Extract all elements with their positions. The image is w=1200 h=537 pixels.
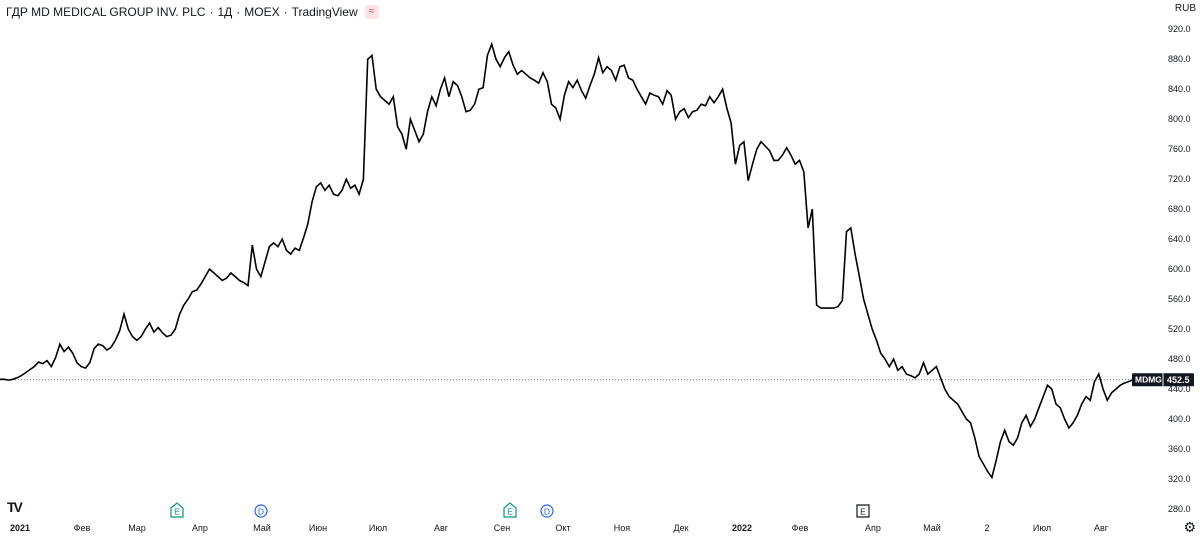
- y-tick-label: 840.0: [1168, 84, 1191, 94]
- interval-label[interactable]: 1Д: [217, 5, 233, 19]
- x-tick-label: Апр: [192, 523, 208, 533]
- x-tick-label: Июл: [369, 523, 387, 533]
- dividend-marker-circle: [254, 504, 268, 518]
- y-tick-label: 800.0: [1168, 114, 1191, 124]
- dividend-marker[interactable]: D: [254, 504, 268, 518]
- earnings-marker-shape: [503, 502, 517, 518]
- x-tick-label: Фев: [792, 523, 809, 533]
- earnings-marker[interactable]: E: [503, 502, 517, 518]
- y-tick-label: 640.0: [1168, 234, 1191, 244]
- y-tick-label: 280.0: [1168, 504, 1191, 514]
- separator: ·: [209, 5, 214, 19]
- y-tick-label: 400.0: [1168, 414, 1191, 424]
- x-tick-label: Авг: [434, 523, 449, 533]
- x-tick-label: Ноя: [614, 523, 631, 533]
- earnings-marker[interactable]: E: [170, 502, 184, 518]
- chart-header: ГДР MD MEDICAL GROUP INV. PLC · 1Д · MOE…: [6, 5, 379, 19]
- symbol-name[interactable]: ГДР MD MEDICAL GROUP INV. PLC: [6, 5, 206, 19]
- last-price-ticker: MDMG: [1135, 375, 1162, 385]
- dividend-marker-label: D: [258, 507, 264, 517]
- x-tick-label: 2: [984, 523, 989, 533]
- dividend-marker[interactable]: D: [540, 504, 554, 518]
- y-tick-label: 320.0: [1168, 474, 1191, 484]
- x-tick-label: Фев: [74, 523, 91, 533]
- tradingview-logo[interactable]: TV: [7, 499, 23, 515]
- y-tick-label: 680.0: [1168, 204, 1191, 214]
- price-series-line: [0, 41, 1134, 480]
- time-axis: 2021 Фев Мар Апр Май Июн Июл Авг Сен Окт Ноя Дек 202…: [10, 523, 1109, 533]
- earnings-marker-label: E: [507, 507, 513, 517]
- x-tick-label: Окт: [555, 523, 570, 533]
- last-price-badge: MDMG 452.5: [1132, 373, 1194, 387]
- x-tick-label: Дек: [673, 523, 688, 533]
- wave-icon[interactable]: ≈: [364, 5, 379, 19]
- exchange-label: MOEX: [244, 5, 280, 19]
- y-tick-label: 520.0: [1168, 324, 1191, 334]
- x-tick-label: Май: [923, 523, 941, 533]
- y-tick-label: 720.0: [1168, 174, 1191, 184]
- x-tick-label: Авг: [1094, 523, 1109, 533]
- earnings-marker-label: E: [174, 507, 180, 517]
- x-tick-label: Июн: [309, 523, 327, 533]
- x-tick-label: Сен: [494, 523, 511, 533]
- source-label: TradingView: [291, 5, 358, 19]
- x-tick-label: Мар: [128, 523, 146, 533]
- y-tick-label: 440.0: [1168, 384, 1191, 394]
- x-tick-label: 2021: [10, 523, 30, 533]
- currency-label[interactable]: RUB: [1174, 3, 1196, 14]
- earnings-marker-shape: [856, 504, 870, 518]
- y-tick-label: 760.0: [1168, 144, 1191, 154]
- x-tick-label: 2022: [732, 523, 752, 533]
- separator: ·: [236, 5, 241, 19]
- y-tick-label: 920.0: [1168, 24, 1191, 34]
- y-tick-label: 360.0: [1168, 444, 1191, 454]
- x-tick-label: Апр: [865, 523, 881, 533]
- gear-icon[interactable]: ⚙: [1183, 519, 1196, 535]
- dividend-marker-label: D: [544, 507, 550, 517]
- price-axis: 280.0 320.0 360.0 400.0 440.0 480.0 520.0 560.0…: [1168, 24, 1191, 514]
- y-tick-label: 480.0: [1168, 354, 1191, 364]
- y-tick-label: 880.0: [1168, 54, 1191, 64]
- last-price-value: 452.5: [1167, 375, 1190, 385]
- y-tick-label: 560.0: [1168, 294, 1191, 304]
- x-tick-label: Май: [253, 523, 271, 533]
- earnings-marker[interactable]: E: [856, 504, 870, 518]
- dividend-marker-circle: [540, 504, 554, 518]
- earnings-marker-shape: [170, 502, 184, 518]
- y-tick-label: 600.0: [1168, 264, 1191, 274]
- x-tick-label: Июл: [1033, 523, 1051, 533]
- earnings-marker-label: E: [860, 507, 866, 517]
- separator: ·: [283, 5, 288, 19]
